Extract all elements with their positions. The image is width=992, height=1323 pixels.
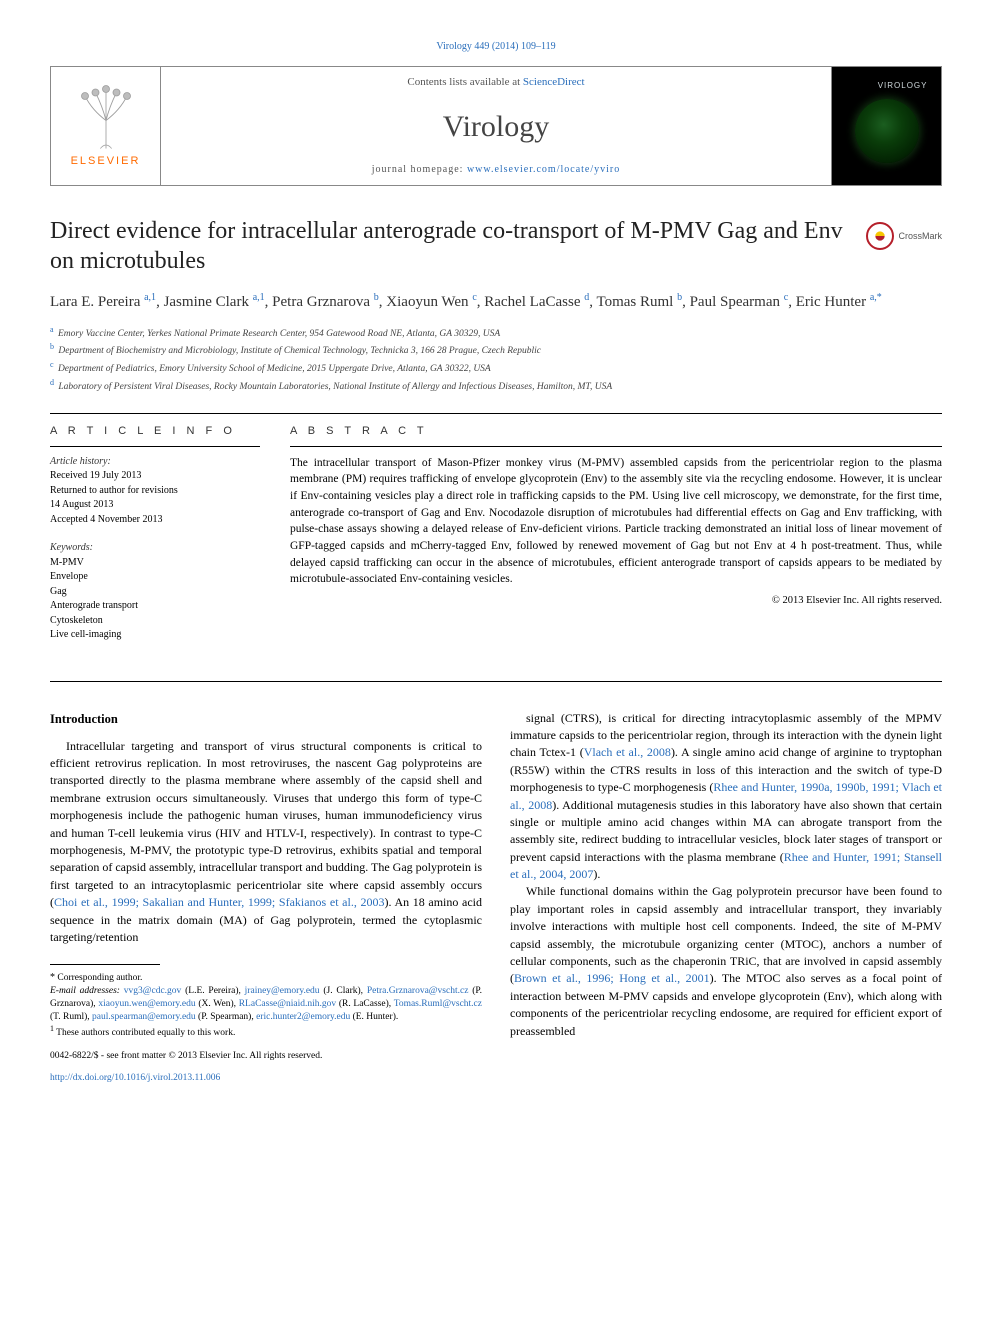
history-line: 14 August 2013: [50, 498, 260, 513]
keyword-line: Anterograde transport: [50, 599, 260, 614]
contents-pre: Contents lists available at: [407, 76, 522, 88]
sciencedirect-link[interactable]: ScienceDirect: [523, 76, 585, 88]
history-line: Accepted 4 November 2013: [50, 513, 260, 528]
keywords-block: Keywords: M-PMVEnvelopeGagAnterograde tr…: [50, 541, 260, 643]
keyword-line: Gag: [50, 585, 260, 600]
email-addresses: E-mail addresses: vvg3@cdc.gov (L.E. Per…: [50, 985, 482, 1023]
contents-available-line: Contents lists available at ScienceDirec…: [173, 75, 819, 90]
article-info-column: A R T I C L E I N F O Article history: R…: [50, 424, 260, 656]
homepage-pre: journal homepage:: [372, 164, 467, 175]
affiliation-row: b Department of Biochemistry and Microbi…: [50, 341, 942, 359]
article-history-block: Article history: Received 19 July 2013Re…: [50, 455, 260, 528]
doi-link[interactable]: http://dx.doi.org/10.1016/j.virol.2013.1…: [50, 1073, 220, 1083]
affiliation-row: d Laboratory of Persistent Viral Disease…: [50, 377, 942, 395]
p2-cite1[interactable]: Vlach et al., 2008: [584, 745, 671, 759]
author-list: Lara E. Pereira a,1, Jasmine Clark a,1, …: [50, 290, 942, 314]
rule-above-abstract: [50, 413, 942, 414]
journal-cover-cell: VIROLOGY: [831, 67, 941, 185]
email-link[interactable]: paul.spearman@emory.edu: [92, 1012, 196, 1022]
email-link[interactable]: RLaCasse@niaid.nih.gov: [239, 999, 336, 1009]
intro-para-1: Intracellular targeting and transport of…: [50, 738, 482, 947]
email-link[interactable]: jrainey@emory.edu: [245, 986, 320, 996]
front-matter-line: 0042-6822/$ - see front matter © 2013 El…: [50, 1050, 482, 1063]
p1-citations[interactable]: Choi et al., 1999; Sakalian and Hunter, …: [54, 895, 384, 909]
abstract-column: A B S T R A C T The intracellular transp…: [290, 424, 942, 656]
journal-homepage-link[interactable]: www.elsevier.com/locate/yviro: [467, 164, 620, 175]
history-line: Received 19 July 2013: [50, 469, 260, 484]
crossmark-icon: [866, 222, 894, 250]
crossmark-label: CrossMark: [898, 230, 942, 243]
email-link[interactable]: vvg3@cdc.gov: [124, 986, 182, 996]
equal-text: These authors contributed equally to thi…: [56, 1028, 235, 1038]
abstract-text: The intracellular transport of Mason-Pfi…: [290, 455, 942, 588]
history-line: Returned to author for revisions: [50, 484, 260, 499]
elsevier-wordmark: ELSEVIER: [71, 154, 141, 169]
journal-name: Virology: [173, 106, 819, 148]
header-center: Contents lists available at ScienceDirec…: [161, 67, 831, 185]
history-label: Article history:: [50, 455, 260, 470]
email-link[interactable]: Petra.Grznarova@vscht.cz: [367, 986, 469, 996]
cover-title-text: VIROLOGY: [878, 80, 928, 91]
p1-text: Intracellular targeting and transport of…: [50, 739, 482, 910]
doi-line: http://dx.doi.org/10.1016/j.virol.2013.1…: [50, 1072, 482, 1085]
body-two-column: Introduction Intracellular targeting and…: [50, 710, 942, 1086]
abstract-heading: A B S T R A C T: [290, 424, 942, 439]
cover-art-icon: [855, 99, 919, 163]
affiliations: a Emory Vaccine Center, Yerkes National …: [50, 324, 942, 396]
equal-contribution-note: 1 These authors contributed equally to t…: [50, 1024, 482, 1040]
keyword-line: M-PMV: [50, 556, 260, 571]
article-info-heading: A R T I C L E I N F O: [50, 424, 260, 439]
journal-header: ELSEVIER Contents lists available at Sci…: [50, 66, 942, 186]
intro-para-3: While functional domains within the Gag …: [510, 883, 942, 1040]
intro-para-2: signal (CTRS), is critical for directing…: [510, 710, 942, 884]
email-link[interactable]: eric.hunter2@emory.edu: [256, 1012, 350, 1022]
introduction-heading: Introduction: [50, 710, 482, 728]
p2-tail: ).: [593, 867, 600, 881]
keyword-line: Live cell-imaging: [50, 628, 260, 643]
rule-below-abstract: [50, 681, 942, 682]
elsevier-tree-icon: [71, 82, 141, 152]
p3-cite1[interactable]: Brown et al., 1996; Hong et al., 2001: [514, 971, 710, 985]
email-link[interactable]: xiaoyun.wen@emory.edu: [98, 999, 195, 1009]
footnotes-block: * Corresponding author. E-mail addresses…: [50, 964, 482, 1085]
affiliation-row: a Emory Vaccine Center, Yerkes National …: [50, 324, 942, 342]
corresponding-author-note: * Corresponding author.: [50, 971, 482, 985]
email-link[interactable]: Tomas.Ruml@vscht.cz: [394, 999, 482, 1009]
journal-homepage-line: journal homepage: www.elsevier.com/locat…: [173, 163, 819, 177]
journal-cover-thumbnail: VIROLOGY: [842, 76, 932, 176]
top-citation: Virology 449 (2014) 109–119: [50, 40, 942, 54]
corr-text: Corresponding author.: [57, 973, 142, 983]
affiliation-row: c Department of Pediatrics, Emory Univer…: [50, 359, 942, 377]
publisher-logo-cell: ELSEVIER: [51, 67, 161, 185]
emails-label: E-mail addresses:: [50, 986, 124, 996]
crossmark-badge[interactable]: CrossMark: [866, 222, 942, 250]
abstract-copyright: © 2013 Elsevier Inc. All rights reserved…: [290, 594, 942, 609]
keywords-label: Keywords:: [50, 541, 260, 556]
keyword-line: Envelope: [50, 570, 260, 585]
article-title: Direct evidence for intracellular antero…: [50, 216, 866, 276]
keyword-line: Cytoskeleton: [50, 614, 260, 629]
